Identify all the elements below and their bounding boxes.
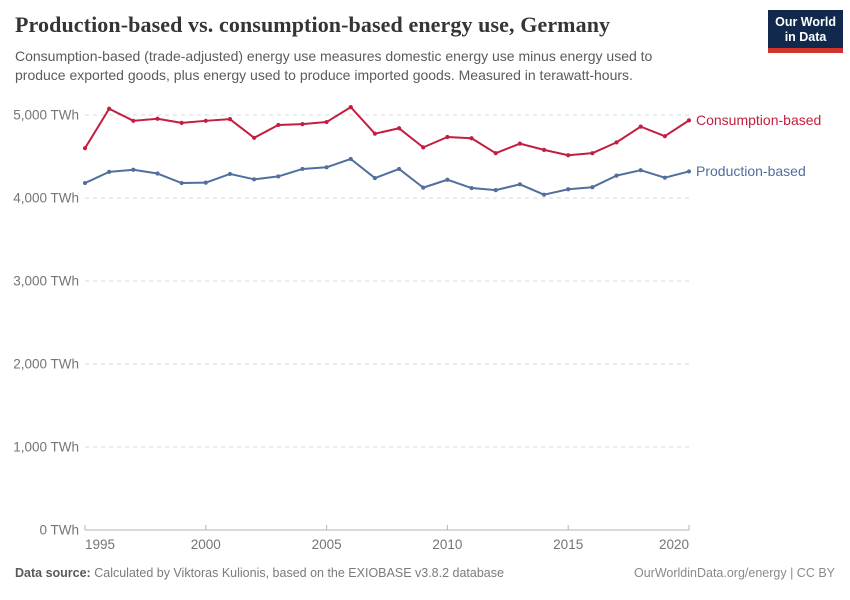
consumption-based-legend-label[interactable]: Consumption-based bbox=[696, 112, 821, 128]
production-based-point[interactable] bbox=[107, 169, 112, 174]
consumption-based-line[interactable] bbox=[84, 106, 690, 157]
production-based-point[interactable] bbox=[493, 188, 498, 193]
consumption-based-point[interactable] bbox=[421, 145, 426, 150]
y-axis-tick-label: 3,000 TWh bbox=[13, 274, 79, 289]
consumption-based-point[interactable] bbox=[324, 119, 329, 125]
consumption-based-point[interactable] bbox=[445, 134, 450, 140]
production-based-point[interactable] bbox=[348, 156, 353, 162]
production-based-point[interactable] bbox=[300, 166, 305, 172]
production-based-point[interactable] bbox=[324, 165, 329, 170]
production-based-point[interactable] bbox=[517, 182, 522, 187]
x-axis-tick-label: 2005 bbox=[312, 537, 342, 552]
production-based-point[interactable] bbox=[638, 168, 643, 173]
x-axis-tick-label: 2010 bbox=[432, 537, 462, 552]
production-based-point[interactable] bbox=[614, 173, 619, 178]
production-based-point[interactable] bbox=[203, 180, 208, 185]
consumption-based-point[interactable] bbox=[566, 153, 571, 158]
consumption-based-point[interactable] bbox=[203, 118, 208, 123]
consumption-based-point[interactable] bbox=[396, 126, 402, 131]
consumption-based-point[interactable] bbox=[493, 151, 498, 156]
data-source: Data source: Calculated by Viktoras Kuli… bbox=[15, 566, 504, 580]
chart-subtitle: Consumption-based (trade-adjusted) energ… bbox=[15, 48, 653, 83]
data-source-text: Calculated by Viktoras Kulionis, based o… bbox=[94, 566, 504, 580]
production-based-point[interactable] bbox=[421, 185, 426, 190]
consumption-based-point[interactable] bbox=[590, 151, 595, 156]
x-axis-tick-label: 2000 bbox=[191, 537, 221, 552]
production-based-point[interactable] bbox=[252, 177, 257, 182]
consumption-based-point[interactable] bbox=[614, 140, 619, 145]
production-based-point[interactable] bbox=[541, 192, 547, 197]
consumption-based-point[interactable] bbox=[179, 120, 184, 125]
production-based-point[interactable] bbox=[445, 177, 450, 182]
consumption-based-point[interactable] bbox=[82, 146, 88, 151]
owid-logo: Our World in Data bbox=[768, 10, 843, 53]
owid-logo-line1: Our World bbox=[775, 15, 836, 29]
production-based-legend-label[interactable]: Production-based bbox=[696, 163, 806, 179]
production-based-point[interactable] bbox=[82, 180, 88, 186]
consumption-based-point[interactable] bbox=[155, 116, 160, 121]
consumption-based-point[interactable] bbox=[372, 131, 378, 136]
chart-canvas: 0 TWh 1,000 TWh 2,000 TWh 3,000 TWh 4,000 TW… bbox=[13, 105, 821, 552]
production-based-point[interactable] bbox=[396, 166, 402, 172]
x-axis-tick-label: 2015 bbox=[553, 537, 583, 552]
consumption-based-point[interactable] bbox=[541, 147, 547, 152]
y-axis-tick-label: 4,000 TWh bbox=[13, 191, 79, 206]
consumption-based-point[interactable] bbox=[252, 135, 257, 140]
consumption-based-point[interactable] bbox=[107, 106, 112, 111]
production-based-point[interactable] bbox=[276, 174, 281, 179]
x-axis-tick-label: 1995 bbox=[85, 537, 115, 552]
production-based-point[interactable] bbox=[590, 185, 595, 190]
production-based-line[interactable] bbox=[84, 157, 690, 196]
consumption-based-point[interactable] bbox=[348, 105, 353, 110]
chart-header: Production-based vs. consumption-based e… bbox=[15, 12, 755, 84]
line-chart: 0 TWh 1,000 TWh 2,000 TWh 3,000 TWh 4,000 TW… bbox=[0, 95, 850, 560]
consumption-based-point[interactable] bbox=[469, 136, 474, 141]
owid-logo-line2: in Data bbox=[784, 30, 827, 44]
consumption-based-point[interactable] bbox=[686, 118, 692, 123]
x-axis-tick-label: 2020 bbox=[659, 537, 689, 552]
page-title: Production-based vs. consumption-based e… bbox=[15, 12, 611, 37]
production-based-point[interactable] bbox=[131, 167, 136, 172]
production-based-point[interactable] bbox=[566, 187, 571, 192]
consumption-based-point[interactable] bbox=[662, 134, 667, 139]
production-based-point[interactable] bbox=[662, 175, 667, 180]
data-source-label: Data source: bbox=[15, 566, 91, 580]
production-based-point[interactable] bbox=[372, 175, 378, 181]
consumption-based-point[interactable] bbox=[131, 118, 136, 123]
y-axis-tick-label: 1,000 TWh bbox=[13, 440, 79, 455]
consumption-based-point[interactable] bbox=[638, 124, 643, 129]
production-based-point[interactable] bbox=[686, 169, 692, 174]
consumption-based-point[interactable] bbox=[300, 122, 305, 127]
production-based-point[interactable] bbox=[155, 171, 160, 176]
production-based-point[interactable] bbox=[469, 185, 474, 191]
y-axis-tick-label: 0 TWh bbox=[39, 523, 79, 538]
consumption-based-point[interactable] bbox=[227, 117, 233, 122]
production-based-point[interactable] bbox=[179, 180, 184, 186]
consumption-based-point[interactable] bbox=[276, 122, 281, 128]
y-axis-tick-label: 2,000 TWh bbox=[13, 357, 79, 372]
production-based-point[interactable] bbox=[227, 171, 233, 177]
y-axis-tick-label: 5,000 TWh bbox=[13, 108, 79, 123]
consumption-based-point[interactable] bbox=[517, 141, 522, 146]
chart-footer: Data source: Calculated by Viktoras Kuli… bbox=[15, 566, 835, 580]
attribution-link[interactable]: OurWorldinData.org/energy | CC BY bbox=[633, 566, 835, 580]
